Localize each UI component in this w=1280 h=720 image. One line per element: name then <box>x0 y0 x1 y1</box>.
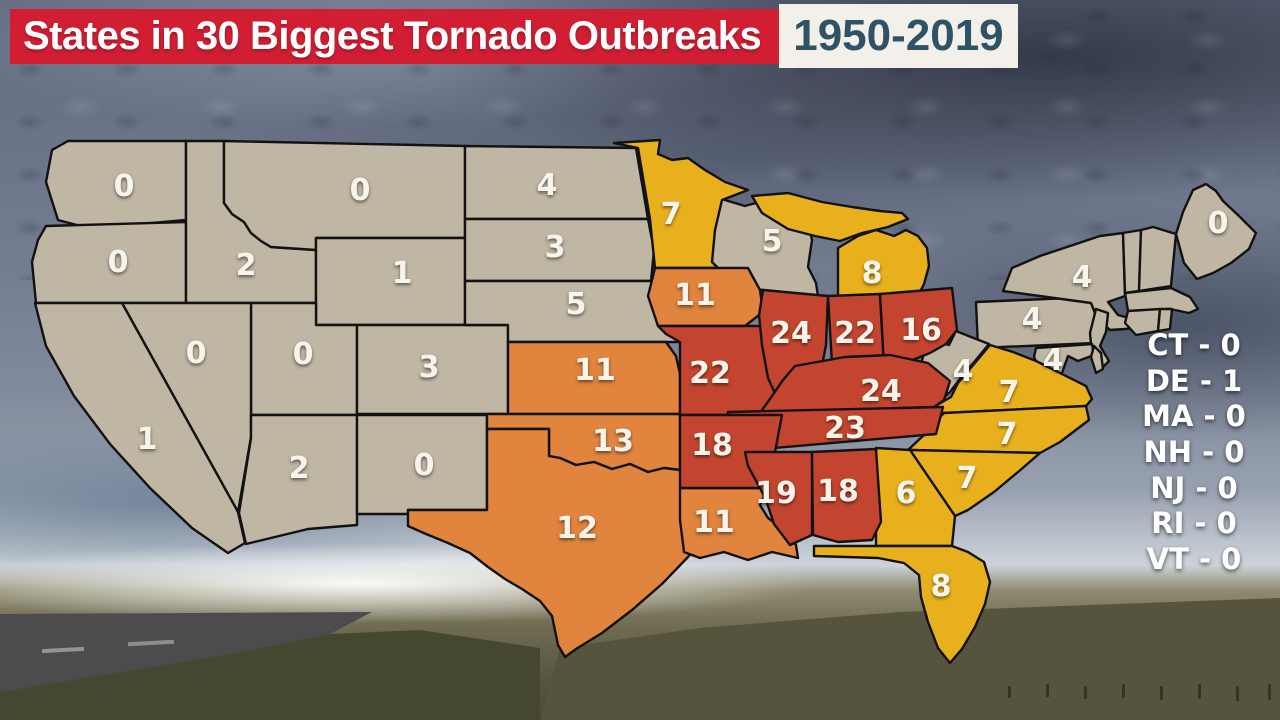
state-label-wa: 0 <box>114 169 135 204</box>
state-minnesota <box>612 138 750 270</box>
page-title: States in 30 Biggest Tornado Outbreaks <box>10 9 780 64</box>
state-label-ut: 0 <box>293 337 314 372</box>
state-new-hampshire <box>1137 225 1178 293</box>
state-label-ia: 11 <box>674 278 716 313</box>
title-banner: States in 30 Biggest Tornado Outbreaks 1… <box>10 4 1018 68</box>
small-state-row-ct: CT - 0 <box>1147 328 1241 362</box>
state-wyoming <box>314 236 467 327</box>
state-label-ne: 5 <box>566 287 587 322</box>
state-florida <box>812 544 992 665</box>
state-label-mo: 22 <box>689 356 731 391</box>
small-state-row-nh: NH - 0 <box>1143 435 1245 470</box>
road <box>0 612 372 692</box>
state-label-nd: 4 <box>537 168 558 203</box>
state-label-fl: 8 <box>931 569 952 604</box>
state-kentucky <box>758 353 952 415</box>
state-label-me: 0 <box>1208 206 1229 241</box>
foreground-field-right <box>540 598 1280 720</box>
state-iowa <box>646 266 765 328</box>
state-california <box>33 301 247 555</box>
state-label-in: 22 <box>834 316 876 351</box>
small-state-row-ma: MA - 0 <box>1142 399 1246 434</box>
state-label-pa: 4 <box>1022 302 1043 337</box>
state-label-ok: 13 <box>592 424 634 459</box>
state-label-ky: 24 <box>860 374 902 409</box>
state-label-sc: 7 <box>957 461 978 496</box>
state-label-tn: 23 <box>824 411 866 446</box>
state-label-nm: 0 <box>414 448 435 483</box>
state-label-la: 11 <box>693 505 735 540</box>
state-label-wv: 4 <box>953 354 974 389</box>
state-label-va: 7 <box>999 375 1020 410</box>
state-label-wi: 5 <box>762 224 783 259</box>
state-texas <box>406 427 698 659</box>
state-label-co: 3 <box>419 350 440 385</box>
state-label-mi: 8 <box>862 256 883 291</box>
state-delaware <box>1089 344 1105 375</box>
state-label-or: 0 <box>108 245 129 280</box>
title-period-badge: 1950-2019 <box>779 4 1018 68</box>
state-label-ks: 11 <box>574 353 616 388</box>
state-label-sd: 3 <box>545 230 566 265</box>
state-label-oh: 16 <box>900 313 942 348</box>
state-maine <box>1174 182 1258 281</box>
state-label-ca: 1 <box>137 422 158 457</box>
state-south-dakota <box>463 217 656 283</box>
small-state-row-de: DE - 1 <box>1145 363 1243 398</box>
state-label-al: 18 <box>817 474 859 509</box>
state-label-il: 24 <box>770 316 812 351</box>
fence-posts <box>1008 684 1271 701</box>
state-louisiana <box>678 486 800 562</box>
state-label-ny: 4 <box>1072 260 1093 295</box>
state-label-ga: 6 <box>896 476 917 511</box>
foreground-grass-left <box>0 630 540 720</box>
small-state-row-nj: NJ - 0 <box>1150 470 1238 505</box>
state-label-ms: 19 <box>755 476 797 511</box>
state-label-mt: 0 <box>350 173 371 208</box>
state-label-az: 2 <box>289 451 310 486</box>
state-alabama <box>810 447 883 544</box>
state-label-mn: 7 <box>661 197 682 232</box>
state-label-wy: 1 <box>392 256 413 291</box>
state-label-md: 4 <box>1043 343 1064 378</box>
small-states-list: CT - 0 DE - 1 MA - 0 NH - 0 NJ - 0 RI - … <box>1118 328 1270 578</box>
state-rhode-island <box>1156 307 1174 333</box>
state-montana <box>222 139 467 252</box>
state-label-id: 2 <box>236 248 257 283</box>
small-state-row-vt: VT - 0 <box>1146 542 1242 577</box>
state-label-tx: 12 <box>556 511 598 546</box>
state-label-nc: 7 <box>997 417 1018 452</box>
state-michigan-upper <box>750 191 910 243</box>
small-state-row-ri: RI - 0 <box>1151 506 1237 541</box>
state-label-nv: 0 <box>186 336 207 371</box>
state-connecticut <box>1123 307 1162 337</box>
state-label-ar: 18 <box>691 428 733 463</box>
